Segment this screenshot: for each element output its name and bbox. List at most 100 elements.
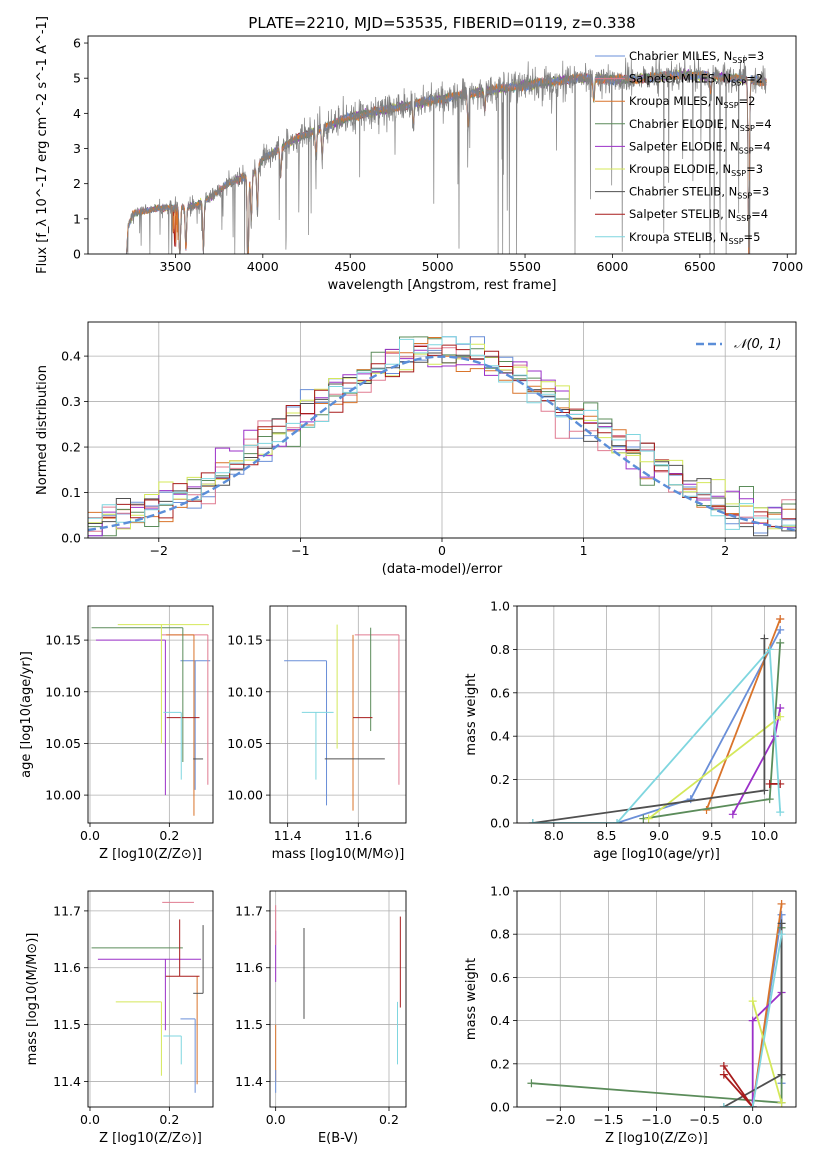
x-tick-label: 11.6: [344, 828, 372, 843]
figure-title: PLATE=2210, MJD=53535, FIBERID=0119, z=0…: [248, 14, 635, 32]
legend-nssp: =2: [746, 72, 763, 86]
x-tick-label: 9.0: [649, 828, 669, 843]
y-tick-label: 0.8: [490, 927, 510, 942]
x-tick-label: −2: [150, 543, 168, 558]
legend-entry: Kroupa STELIB, NSSP=5: [629, 230, 760, 246]
weight-marker: [776, 808, 785, 817]
weight-marker: [776, 638, 785, 647]
legend-entry: Salpeter ELODIE, NSSP=4: [629, 139, 771, 155]
x-tick-label: 1: [580, 543, 588, 558]
age_vs_weight-panel: 8.0 8.5 9.0 9.5 10.0 0.0 0.2 0.4 0.6 0.8 1.0 age [l…: [464, 599, 797, 862]
z_vs_age-plot-area: [91, 624, 211, 816]
legend-nssp: =3: [746, 162, 763, 176]
axes-frame: [516, 605, 797, 824]
axes-frame: [269, 605, 407, 824]
weight-marker: [777, 919, 786, 928]
residuals-plot-area: [88, 336, 796, 537]
y-axis-label: Flux [f_λ 10^-17 erg cm^-2 s^-1 A^-1]: [35, 16, 50, 274]
weight-marker: [644, 814, 653, 823]
x-tick-label: 8.0: [544, 828, 564, 843]
spectrum-legend: Chabrier MILES, NSSP=3 Salpeter MILES, NS…: [595, 49, 772, 246]
weight-line: [751, 1000, 783, 1103]
y-tick-label: 11.6: [53, 960, 81, 975]
spectrum-plot-area: [126, 53, 767, 254]
y-tick-label: 11.5: [53, 1017, 81, 1032]
y-tick-label: 3: [73, 141, 81, 156]
y-tick-label: 10.10: [45, 684, 81, 699]
y-tick-label: 10.00: [227, 788, 263, 803]
legend-subscript: SSP: [736, 214, 751, 223]
y-tick-label: 0.0: [490, 1100, 510, 1115]
weight-marker: [776, 625, 785, 634]
z_vs_weight-plot-area: [527, 899, 786, 1107]
legend-nssp: =3: [752, 185, 769, 199]
x-tick-label: 0.0: [80, 828, 100, 843]
axes-frame: [269, 890, 407, 1108]
z_vs_mass-plot-area: [91, 901, 204, 1093]
y-tick-label: 0.1: [61, 485, 81, 500]
y-tick-label: 0.8: [490, 642, 510, 657]
x-tick-label: 6000: [597, 259, 629, 274]
legend-subscript: SSP: [737, 192, 752, 201]
legend-entry: Kroupa ELODIE, NSSP=3: [629, 162, 763, 178]
weight-marker: [776, 615, 785, 624]
y-tick-label: 0.4: [490, 1013, 510, 1028]
x-tick-label: 5000: [422, 259, 454, 274]
legend-nssp: =4: [754, 139, 771, 153]
residual-histogram: [88, 336, 796, 530]
y-tick-label: 10.00: [45, 788, 81, 803]
weight-marker: [765, 645, 774, 654]
y-tick-label: 0.6: [490, 685, 510, 700]
weight-marker: [760, 786, 769, 795]
y-axis-label: age [log10(age/yr)]: [19, 651, 34, 778]
axes-frame: [87, 35, 797, 255]
legend-subscript: SSP: [731, 169, 746, 178]
y-tick-label: 0.3: [61, 394, 81, 409]
x-axis-label: (data-model)/error: [382, 562, 503, 577]
z_vs_weight-panel: −2.0 −1.5 −1.0 −0.5 0.0 0.0 0.2 0.4 0.6 0.8 1.0 Z […: [464, 884, 797, 1146]
residuals-panel: −2 −1 0 1 2 0.0 0.1 0.2 0.3 0.4 (data-model)/error…: [35, 321, 797, 577]
y-tick-label: 0: [73, 247, 81, 262]
legend-nssp: =2: [739, 94, 756, 108]
age_vs_weight-plot-area: [528, 615, 785, 823]
legend-entry: Salpeter STELIB, NSSP=4: [629, 207, 768, 223]
z_vs_mass-panel: 0.0 0.2 11.4 11.5 11.6 11.7 Z [log10(Z/Z⊙)] mas…: [25, 890, 214, 1146]
weight-marker: [777, 910, 786, 919]
legend-entry: Chabrier STELIB, NSSP=3: [629, 185, 769, 201]
weight-marker: [719, 1061, 728, 1070]
x-tick-label: 4000: [247, 259, 279, 274]
weight-marker: [728, 810, 737, 819]
weight-marker: [776, 712, 785, 721]
y-tick-label: 1.0: [490, 599, 510, 614]
y-tick-label: 1.0: [490, 884, 510, 899]
weight-marker: [527, 1079, 536, 1088]
ebv_vs_mass-plot-area: [275, 905, 401, 1093]
weight-marker: [765, 779, 774, 788]
y-tick-label: 11.6: [235, 960, 263, 975]
weight-marker: [777, 1070, 786, 1079]
y-tick-label: 0.6: [490, 970, 510, 985]
residual-histogram: [88, 343, 796, 530]
y-tick-label: 11.5: [235, 1017, 263, 1032]
legend-subscript: SSP: [729, 237, 744, 246]
y-tick-label: 10.15: [45, 633, 81, 648]
legend-subscript: SSP: [740, 124, 755, 133]
legend-subscript: SSP: [724, 101, 739, 110]
x-tick-label: 0.0: [266, 1112, 286, 1127]
y-tick-label: 10.05: [45, 736, 81, 751]
axes-frame: [87, 605, 214, 824]
legend-entry: Chabrier MILES, NSSP=3: [629, 49, 764, 65]
x-tick-label: 7000: [771, 259, 803, 274]
axes-frame: [87, 321, 797, 539]
y-axis-label: Normed distribution: [35, 365, 50, 495]
ebv_vs_mass-panel: 0.0 0.2 11.4 11.5 11.6 11.7 E(B-V): [235, 890, 407, 1146]
weight-marker: [760, 634, 769, 643]
y-axis-label: mass weight: [464, 673, 479, 755]
weight-marker: [748, 1103, 757, 1107]
y-axis-label: mass weight: [464, 958, 479, 1040]
normal-reference-curve: [88, 355, 796, 532]
y-tick-label: 11.4: [235, 1074, 263, 1089]
x-axis-label: Z [log10(Z/Z⊙)]: [99, 847, 202, 862]
y-tick-label: 0.2: [61, 440, 81, 455]
weight-marker: [776, 703, 785, 712]
